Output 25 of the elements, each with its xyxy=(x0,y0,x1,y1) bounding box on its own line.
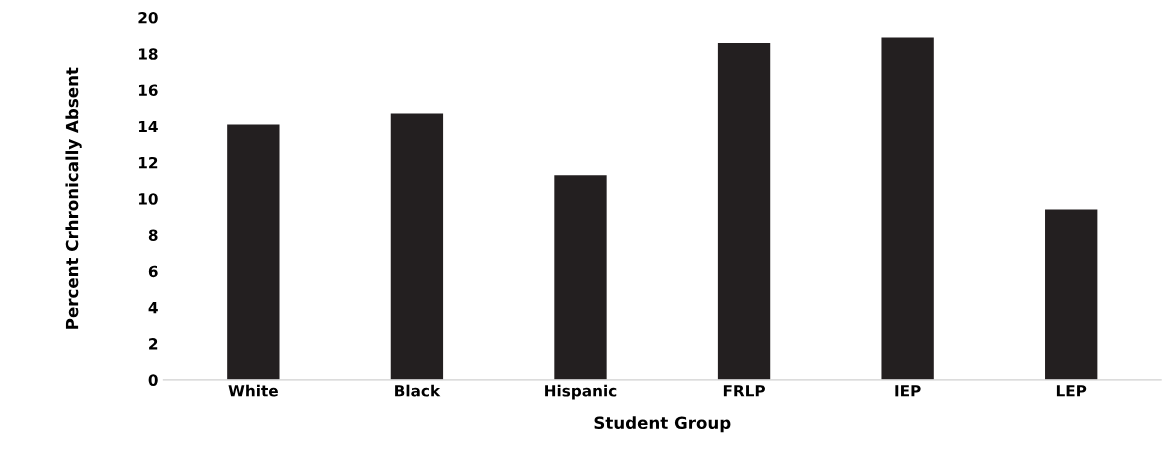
x-tick-label: IEP xyxy=(895,385,921,397)
bar xyxy=(1045,209,1098,380)
y-tick-label: 10 xyxy=(138,193,158,205)
y-tick-label: 18 xyxy=(138,48,158,60)
x-tick-label: LEP xyxy=(1056,385,1087,397)
bar xyxy=(717,42,771,380)
bar xyxy=(390,113,444,380)
x-tick-label: Hispanic xyxy=(545,384,617,400)
y-tick-label: 14 xyxy=(138,120,158,133)
y-tick-label: 0 xyxy=(148,374,158,386)
y-tick-label: 2 xyxy=(149,338,158,350)
y-tick-label: 4 xyxy=(148,302,158,314)
x-axis-title: Student Group xyxy=(594,416,731,433)
x-tick-label: Black xyxy=(395,384,441,397)
x-tick-label: White xyxy=(228,384,278,397)
y-tick-label: 6 xyxy=(148,265,158,278)
bar xyxy=(881,37,934,380)
y-tick-label: 8 xyxy=(148,229,158,241)
y-axis-title: Percent Crhronically Absent xyxy=(65,67,82,329)
x-tick-label: FRLP xyxy=(723,385,765,397)
bar xyxy=(554,175,607,380)
bar xyxy=(227,124,280,380)
y-tick-label: 20 xyxy=(138,11,158,24)
y-tick-label: 16 xyxy=(138,84,158,97)
y-tick-label: 12 xyxy=(138,156,158,169)
